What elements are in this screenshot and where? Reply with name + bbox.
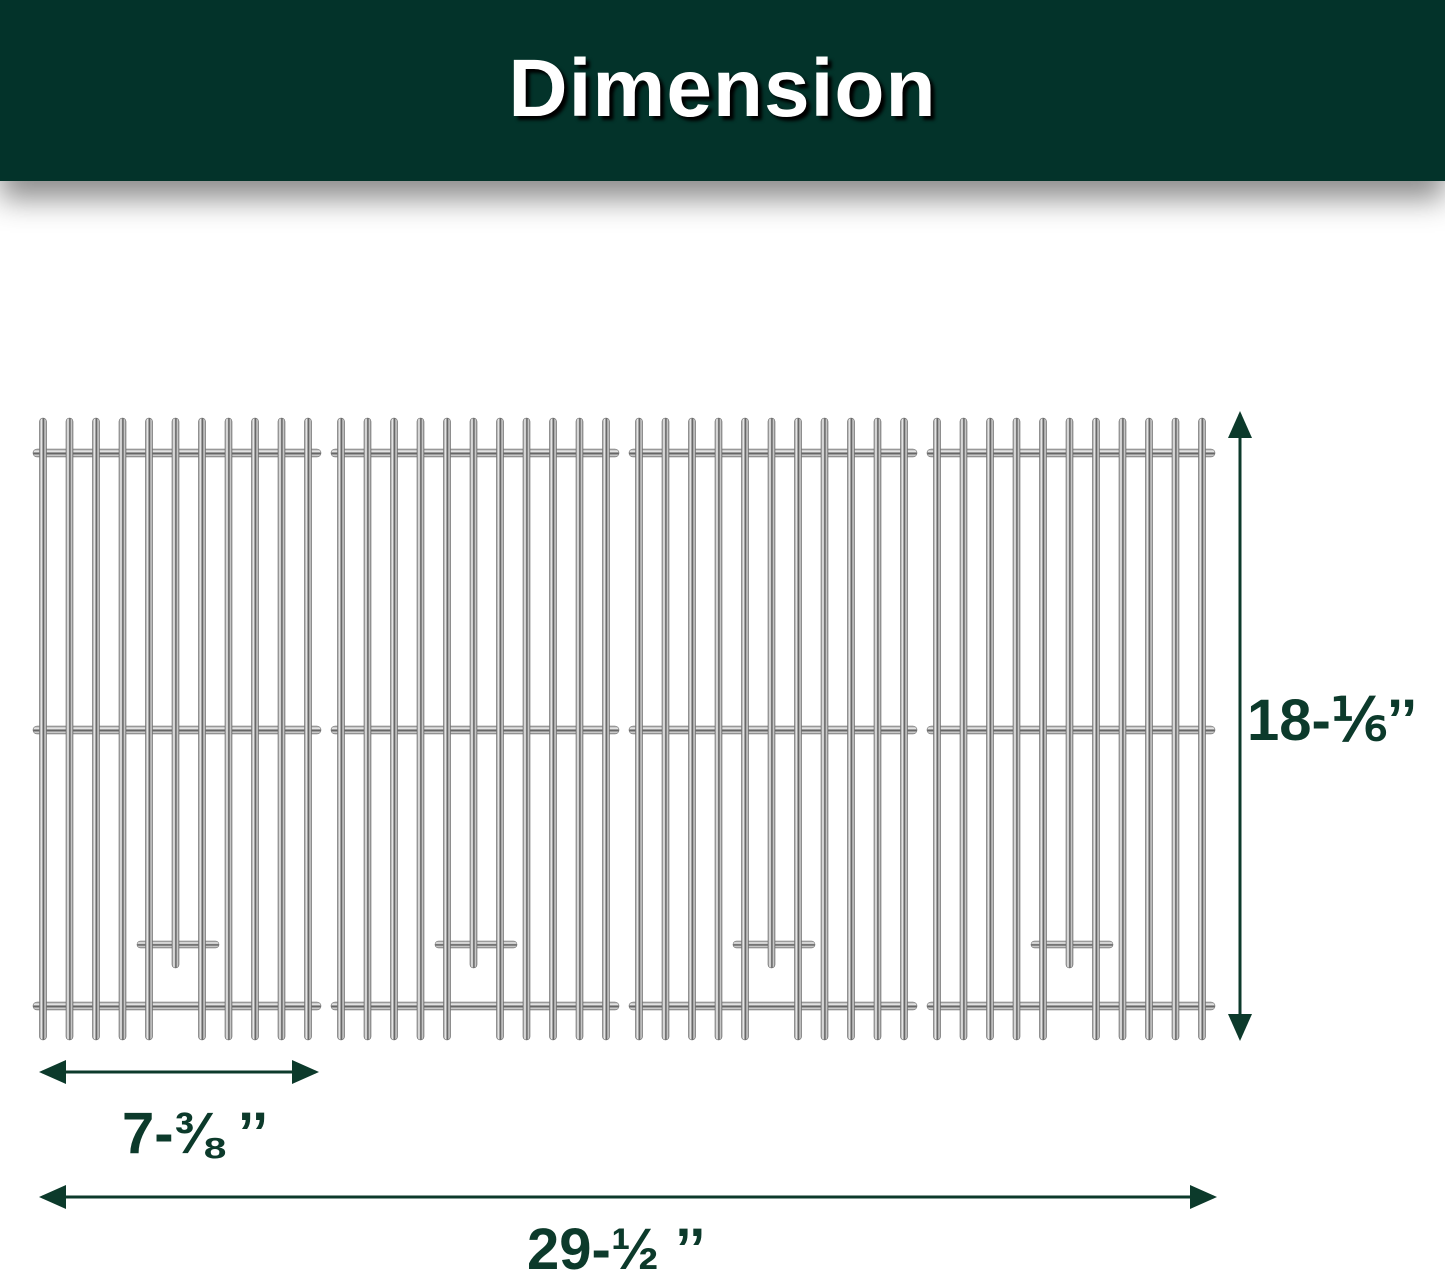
grate-rod [251, 417, 259, 1041]
grate [926, 417, 1216, 1041]
grate-rod [1092, 417, 1100, 1041]
grate-rod [277, 417, 286, 1041]
grate-rod [602, 417, 610, 1041]
cross-bar [628, 1001, 918, 1011]
grate-rod [661, 417, 670, 1041]
grate [330, 417, 620, 1041]
header-banner: Dimension [0, 0, 1445, 181]
grate-rod [416, 417, 425, 1041]
grate-rod [794, 417, 802, 1041]
grate-rod [390, 417, 398, 1041]
cross-bar [32, 1001, 322, 1011]
grate-rod [171, 417, 180, 969]
grate-rod [118, 417, 127, 1041]
grate-rod [688, 417, 696, 1041]
grate-rod [522, 417, 531, 1041]
grate-rod [820, 417, 829, 1041]
grate-rod [65, 417, 74, 1041]
grate-rod [496, 417, 504, 1041]
grate-rod [145, 417, 153, 1041]
grate-rod [304, 417, 312, 1041]
grate-rod [847, 417, 855, 1041]
total-width-label: 29-½ ’’ [527, 1217, 706, 1282]
grate-rod [443, 417, 451, 1041]
grate-rod [469, 417, 478, 969]
grate-rod [224, 417, 233, 1041]
grate-rod [933, 417, 941, 1041]
single-width-label: 7-⅜ ’’ [122, 1101, 269, 1166]
grate-rod [1065, 417, 1074, 969]
grate [32, 417, 322, 1041]
grate-rod [1171, 417, 1180, 1041]
cross-bar [330, 1001, 620, 1011]
grate-rod [959, 417, 968, 1041]
grate-rod [1039, 417, 1047, 1041]
grate-rod [741, 417, 749, 1041]
page-title: Dimension [508, 43, 937, 134]
grate-rod [1118, 417, 1127, 1041]
grate-rod [714, 417, 723, 1041]
cross-bar [926, 1001, 1216, 1011]
grate-rod [1012, 417, 1021, 1041]
grate-rod [575, 417, 584, 1041]
grate-rod [549, 417, 557, 1041]
grate-rod [363, 417, 372, 1041]
grate-rod [198, 417, 206, 1041]
grate-rod [873, 417, 882, 1041]
grate-rod [767, 417, 776, 969]
grate-rod [635, 417, 643, 1041]
grate-rod [986, 417, 994, 1041]
height-label: 18-⅙’’ [1247, 688, 1418, 753]
grate [628, 417, 918, 1041]
grate-rod [1145, 417, 1153, 1041]
grate-rod [92, 417, 100, 1041]
grate-rod [337, 417, 345, 1041]
grate-rod [39, 417, 47, 1041]
grate-rod [1198, 417, 1206, 1041]
grate-rod [900, 417, 908, 1041]
